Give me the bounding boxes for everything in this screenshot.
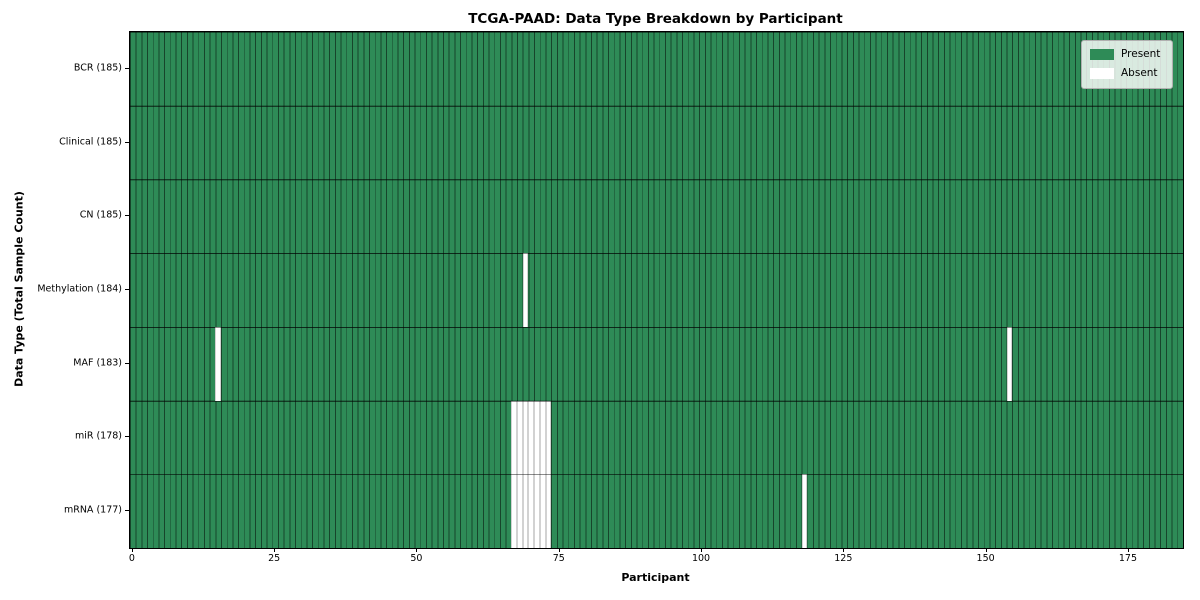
absent-bar <box>528 400 535 475</box>
y-tick-mark <box>125 436 129 438</box>
row-separator <box>130 253 1183 255</box>
y-tick-label: Methylation (184) <box>37 283 122 295</box>
row-separator <box>130 179 1183 181</box>
y-tick-label: Clinical (185) <box>59 136 122 148</box>
x-tick-mark <box>274 548 276 552</box>
absent-bar <box>528 474 535 548</box>
x-tick-mark <box>701 548 703 552</box>
y-axis-label: Data Type (Total Sample Count) <box>12 191 26 387</box>
absent-bar <box>522 400 529 475</box>
chart-title: TCGA-PAAD: Data Type Breakdown by Partic… <box>468 11 843 27</box>
absent-swatch-icon <box>1090 68 1114 79</box>
x-tick-label: 150 <box>976 553 995 564</box>
absent-bar <box>534 400 540 475</box>
x-tick-label: 125 <box>834 553 853 564</box>
x-tick-mark <box>843 548 845 552</box>
y-tick-mark <box>125 67 129 69</box>
y-tick-mark <box>125 289 129 290</box>
legend: Present Absent <box>1081 40 1173 89</box>
absent-bar <box>511 474 518 548</box>
x-tick-mark <box>1127 548 1129 552</box>
plot-area <box>129 31 1184 549</box>
row-separator <box>130 400 1183 402</box>
present-swatch-icon <box>1090 49 1114 60</box>
absent-bar <box>215 326 222 401</box>
legend-item-absent: Absent <box>1090 66 1164 81</box>
row-separator <box>130 105 1183 107</box>
x-tick-mark <box>131 548 133 552</box>
absent-bar <box>511 400 518 475</box>
absent-bar <box>522 474 529 548</box>
x-tick-mark <box>558 548 560 552</box>
y-tick-label: miR (178) <box>74 430 122 442</box>
absent-bar <box>539 400 546 475</box>
y-tick-mark <box>125 510 129 512</box>
row-separator <box>130 474 1183 476</box>
y-tick-label: BCR (185) <box>73 62 122 74</box>
absent-bar <box>522 253 529 327</box>
y-tick-label: mRNA (177) <box>63 504 122 516</box>
row-separator <box>130 326 1183 328</box>
absent-bar <box>801 474 808 548</box>
legend-label-absent: Absent <box>1121 67 1158 80</box>
x-tick-mark <box>416 548 418 552</box>
x-tick-mark <box>985 548 987 552</box>
absent-bar <box>1006 326 1013 401</box>
y-tick-mark <box>125 215 129 217</box>
legend-item-present: Present <box>1090 47 1164 62</box>
x-axis-label: Participant <box>621 571 690 584</box>
x-tick-label: 25 <box>268 553 281 564</box>
absent-bar <box>534 474 540 548</box>
x-tick-label: 50 <box>410 553 423 564</box>
y-tick-mark <box>125 362 129 364</box>
x-tick-label: 0 <box>128 553 135 564</box>
x-tick-label: 100 <box>691 553 711 564</box>
legend-label-present: Present <box>1121 48 1161 61</box>
y-tick-label: CN (185) <box>79 209 122 221</box>
x-tick-label: 175 <box>1118 553 1137 564</box>
absent-bar <box>545 474 552 548</box>
absent-bar <box>545 400 552 475</box>
y-tick-mark <box>125 141 129 143</box>
absent-bar <box>517 400 523 475</box>
absent-bar <box>517 474 523 548</box>
y-tick-label: MAF (183) <box>73 357 122 369</box>
x-tick-label: 75 <box>552 553 565 564</box>
absent-bar <box>539 474 546 548</box>
